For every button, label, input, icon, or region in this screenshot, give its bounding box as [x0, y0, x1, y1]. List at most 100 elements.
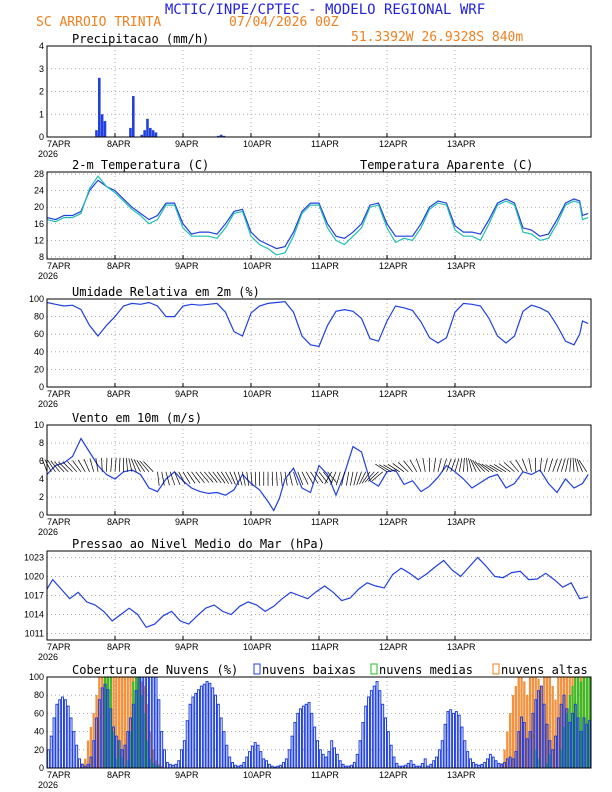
wind-barb [216, 471, 226, 484]
panel-frame [46, 298, 592, 388]
precip-bar [222, 135, 226, 137]
wind-barb [288, 471, 293, 486]
wind-barb [174, 471, 181, 485]
wind-barb [379, 464, 392, 473]
cloud-bar-nuvens-baixas [78, 758, 81, 769]
cloud-bar-nuvens-baixas [69, 717, 73, 769]
x-tick-label: 13APR [447, 389, 476, 399]
cloud-bar-nuvens-baixas [318, 749, 322, 769]
legend-swatch [492, 663, 500, 675]
cloud-bar-nuvens-baixas [446, 711, 450, 769]
wind-barb [139, 460, 150, 473]
y-tick-label: 4 [39, 474, 44, 484]
wind-barb [327, 471, 337, 483]
wind-barb [246, 471, 250, 486]
cloud-bar-nuvens-baixas [338, 760, 342, 769]
cloud-bar-nuvens-baixas [435, 756, 439, 769]
cloud-bar-nuvens-baixas [290, 735, 294, 769]
x-year-label: 2026 [38, 271, 58, 281]
cloud-bar-nuvens-baixas [58, 699, 62, 769]
wind-barb [212, 471, 222, 484]
cloud-bar-nuvens-baixas [165, 762, 169, 769]
series-line-pressure-0 [46, 556, 589, 629]
x-tick-label: 10APR [243, 770, 272, 780]
precip-bar [143, 130, 146, 137]
wind-barb [359, 471, 367, 485]
y-tick-label: 0 [39, 382, 44, 392]
cloud-bar-nuvens-baixas [480, 763, 484, 769]
wind-barb [161, 471, 165, 486]
cloud-bar-nuvens-baixas [429, 763, 433, 769]
wind-barb [83, 458, 90, 472]
x-tick-label: 10APR [243, 139, 272, 149]
series-line-rh-0 [46, 300, 589, 348]
y-tick-label: 100 [29, 294, 44, 304]
wind-barb [345, 471, 350, 486]
cloud-bar-nuvens-baixas [267, 763, 271, 769]
x-tick-label: 13APR [447, 642, 476, 652]
panel-title: Pressao ao Nivel Medio do Mar (hPa) [72, 537, 325, 551]
cloud-bar-nuvens-baixas [378, 690, 382, 769]
cloud-bar-nuvens-baixas [335, 753, 339, 769]
cloud-bar-nuvens-baixas [219, 717, 223, 769]
cloud-bar-nuvens-baixas [216, 703, 220, 769]
wind-barb [242, 471, 246, 486]
wind-barb [368, 471, 379, 482]
cloud-bar-nuvens-baixas [381, 703, 385, 769]
cloud-bar-nuvens-baixas [46, 749, 50, 769]
x-tick-label: 7APR [47, 517, 71, 527]
precip-bar [129, 127, 132, 137]
wind-barb [50, 460, 61, 473]
cloud-bar-nuvens-baixas [168, 763, 172, 769]
wind-barb [441, 458, 447, 472]
x-tick-label: 10APR [243, 261, 272, 271]
wind-barb [95, 457, 99, 472]
wind-barb [383, 464, 396, 473]
wind-barb [128, 458, 133, 472]
wind-barb [392, 463, 405, 473]
wind-barb [125, 457, 129, 472]
cloud-bar-nuvens-baixas [367, 696, 371, 769]
y-tick-label: 8 [39, 252, 44, 262]
cloud-bar-nuvens-baixas [452, 712, 456, 769]
wind-barb [468, 458, 473, 472]
cloud-bar-nuvens-baixas [313, 726, 317, 769]
wind-barb [565, 458, 569, 472]
cloud-bar-nuvens-baixas [327, 751, 331, 769]
cloud-bar-nuvens-baixas [188, 703, 192, 769]
wind-barb [250, 471, 253, 486]
wind-barb [409, 459, 418, 472]
x-tick-label: 9APR [175, 642, 199, 652]
cloud-bar-nuvens-baixas [253, 742, 257, 769]
wind-barb [169, 471, 176, 486]
chart-title: MCTIC/INPE/CPTEC - MODELO REGIONAL WRF [165, 2, 485, 18]
wind-barb [364, 471, 375, 483]
x-tick-label: 8APR [107, 642, 131, 652]
x-year-label: 2026 [38, 399, 58, 409]
wind-barb [67, 461, 78, 473]
y-tick-label: 20 [34, 202, 44, 212]
x-tick-label: 7APR [47, 770, 71, 780]
wind-barb [481, 463, 494, 473]
wind-barb [498, 463, 511, 473]
wind-barb [314, 471, 324, 484]
wind-barb [229, 471, 236, 485]
cloud-bar-nuvens-baixas [256, 744, 260, 769]
wind-barb [58, 461, 69, 473]
cloud-bar-nuvens-baixas [248, 751, 251, 769]
y-tick-label: 6 [39, 456, 44, 466]
panel-clouds: 0 20 40 60 80 100 7APR 8APR 9APR 10APR 11APR 12APR 1… [29, 663, 592, 790]
cloud-bar-nuvens-baixas [163, 749, 166, 769]
y-tick-label: 8 [39, 438, 44, 448]
wind-barb [276, 471, 278, 486]
wind-barb [572, 457, 575, 472]
wind-barb [110, 457, 113, 472]
precip-bar [146, 118, 149, 137]
wind-barb [305, 471, 314, 485]
wind-barb [454, 458, 460, 472]
panel-rh: 0 20 40 60 80 100 7APR 8APR 9APR 10APR 11APR 12APR 1… [29, 285, 592, 409]
cloud-bar-nuvens-baixas [265, 760, 269, 769]
cloud-bar-nuvens-baixas [231, 762, 234, 769]
y-tick-label: 40 [34, 347, 44, 357]
